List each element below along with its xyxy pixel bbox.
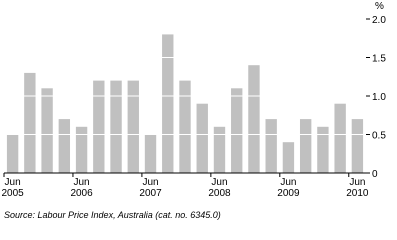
x-tick-label: Jun 2007 bbox=[139, 177, 162, 199]
y-tick-label: 1.0 bbox=[372, 92, 386, 103]
bar bbox=[299, 119, 312, 173]
bar bbox=[144, 134, 157, 173]
x-tick-label: Jun 2008 bbox=[208, 177, 231, 199]
bar bbox=[110, 80, 122, 173]
bar bbox=[93, 80, 105, 173]
bar bbox=[6, 134, 19, 173]
x-tick-label: Jun 2006 bbox=[70, 177, 93, 199]
bar bbox=[162, 34, 174, 174]
x-tick-label: Jun 2009 bbox=[277, 177, 300, 199]
y-tick-label: 2.0 bbox=[372, 15, 386, 26]
bar bbox=[231, 88, 243, 173]
bar bbox=[196, 103, 208, 173]
bar bbox=[58, 119, 71, 173]
y-tick-label: 0 bbox=[372, 169, 378, 180]
bar bbox=[41, 88, 53, 173]
bar bbox=[179, 80, 191, 173]
bar bbox=[213, 126, 226, 173]
bar bbox=[317, 126, 329, 173]
x-tick-label: Jun 2005 bbox=[1, 177, 24, 199]
y-axis-label: % bbox=[375, 1, 384, 12]
bar bbox=[248, 65, 260, 173]
bar bbox=[24, 72, 36, 173]
bar bbox=[282, 142, 295, 173]
y-tick-label: 1.5 bbox=[372, 54, 386, 65]
bar bbox=[265, 119, 277, 173]
bar bbox=[127, 80, 139, 173]
chart: % Source: Labour Price Index, Australia … bbox=[1, 1, 386, 220]
x-tick-label: Jun 2010 bbox=[346, 177, 369, 199]
bar bbox=[334, 103, 346, 173]
y-tick-label: 0.5 bbox=[372, 131, 386, 142]
bar bbox=[351, 119, 364, 173]
source-note: Source: Labour Price Index, Australia (c… bbox=[4, 210, 221, 220]
bar bbox=[75, 126, 88, 173]
